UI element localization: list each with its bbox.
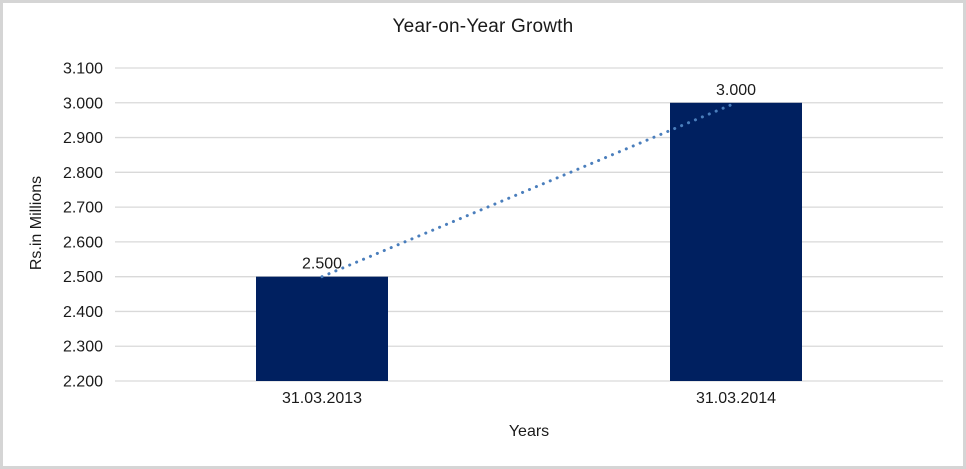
bar: [256, 276, 388, 381]
y-tick-label: 2.500: [63, 269, 103, 286]
x-axis-title: Years: [508, 423, 550, 440]
bar-data-label: 3.000: [716, 82, 756, 99]
bar: [670, 102, 802, 382]
chart-title: Year-on-Year Growth: [392, 16, 574, 37]
y-tick-label: 2.700: [63, 200, 103, 217]
y-tick-label: 2.200: [63, 374, 103, 391]
x-tick-label: 31.03.2014: [696, 390, 776, 407]
y-tick-label: 2.300: [63, 339, 103, 356]
bar-data-label: 2.500: [302, 256, 342, 273]
y-tick-label: 2.800: [63, 165, 103, 182]
y-tick-label: 3.100: [63, 61, 103, 78]
y-tick-label: 3.000: [63, 95, 103, 112]
y-tick-label: 2.600: [63, 234, 103, 251]
x-tick-label: 31.03.2013: [282, 390, 362, 407]
y-tick-label: 2.400: [63, 304, 103, 321]
y-tick-label: 2.900: [63, 130, 103, 147]
trendline: [320, 101, 738, 279]
